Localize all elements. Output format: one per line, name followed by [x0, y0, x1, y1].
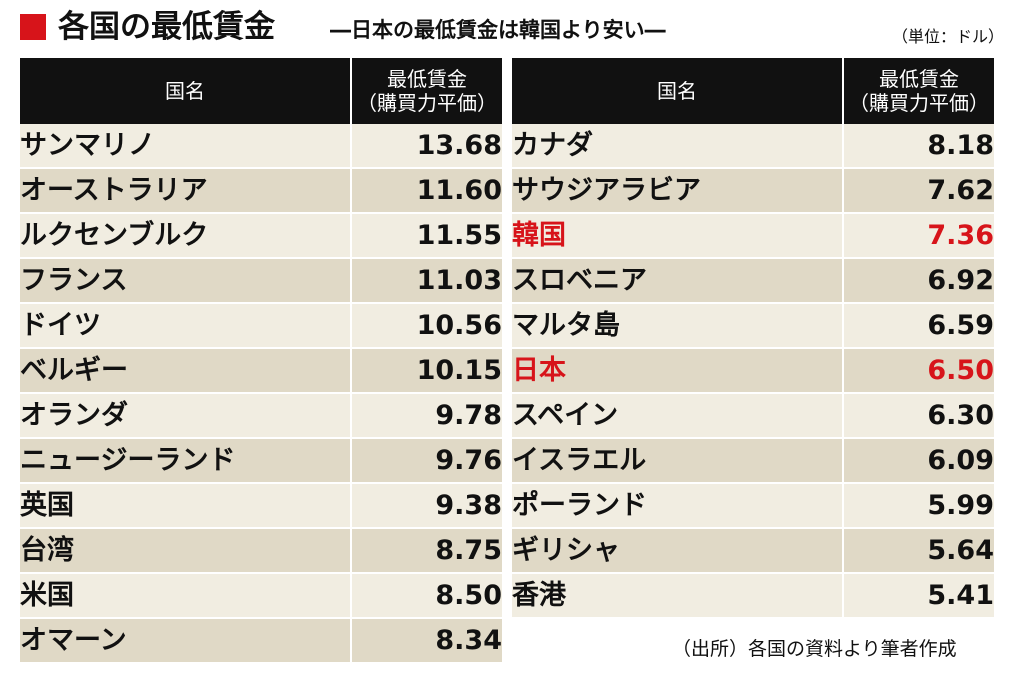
table-row: マルタ島 6.59	[512, 303, 994, 349]
wage-cell: 13.68	[351, 124, 502, 169]
country-cell: スペイン	[512, 393, 844, 439]
wage-cell: 5.64	[843, 528, 994, 574]
table-row: スロベニア 6.92	[512, 258, 994, 304]
wage-header-line1: 最低賃金	[387, 67, 467, 91]
country-cell: 韓国	[512, 213, 844, 259]
wage-cell: 8.50	[351, 573, 502, 619]
country-column-header: 国名	[20, 58, 352, 124]
wage-cell: 6.50	[843, 348, 994, 394]
table-row: オランダ 9.78	[20, 393, 502, 439]
wage-cell: 5.99	[843, 483, 994, 529]
title-bar: 各国の最低賃金 ―日本の最低賃金は韓国より安い―	[20, 6, 1004, 50]
wage-cell: 10.15	[351, 348, 502, 394]
wage-cell: 11.55	[351, 213, 502, 259]
country-cell: ポーランド	[512, 483, 844, 529]
table-row: ベルギー 10.15	[20, 348, 502, 394]
table-row: ドイツ 10.56	[20, 303, 502, 349]
country-cell: サンマリノ	[20, 124, 352, 169]
table-row: 香港 5.41	[512, 573, 994, 619]
table-row-highlight-korea: 韓国 7.36	[512, 213, 994, 259]
wage-cell: 8.34	[351, 618, 502, 664]
wage-cell: 8.75	[351, 528, 502, 574]
country-cell: スロベニア	[512, 258, 844, 304]
wage-column-header: 最低賃金 （購買力平価）	[843, 58, 994, 124]
country-cell: ギリシャ	[512, 528, 844, 574]
wage-cell: 7.36	[843, 213, 994, 259]
country-cell: オーストラリア	[20, 168, 352, 214]
wage-header-line2: （購買力平価）	[849, 91, 989, 115]
country-cell: ニュージーランド	[20, 438, 352, 484]
country-cell: オマーン	[20, 618, 352, 664]
country-cell: 日本	[512, 348, 844, 394]
wage-cell: 6.59	[843, 303, 994, 349]
table-row: スペイン 6.30	[512, 393, 994, 439]
table-row: サウジアラビア 7.62	[512, 168, 994, 214]
wage-header-line2: （購買力平価）	[357, 91, 497, 115]
source-note: （出所）各国の資料より筆者作成	[672, 638, 957, 660]
table-row: 英国 9.38	[20, 483, 502, 529]
wage-cell: 9.38	[351, 483, 502, 529]
page-title: 各国の最低賃金	[58, 9, 275, 45]
wage-cell: 7.62	[843, 168, 994, 214]
wage-cell: 6.09	[843, 438, 994, 484]
country-cell: 米国	[20, 573, 352, 619]
country-cell: ベルギー	[20, 348, 352, 394]
country-cell: フランス	[20, 258, 352, 304]
country-cell: 台湾	[20, 528, 352, 574]
wage-cell: 9.78	[351, 393, 502, 439]
table-row: オマーン 8.34	[20, 618, 502, 664]
wage-column-header: 最低賃金 （購買力平価）	[351, 58, 502, 124]
wage-cell: 11.03	[351, 258, 502, 304]
country-cell: ルクセンブルク	[20, 213, 352, 259]
country-cell: カナダ	[512, 124, 844, 169]
wage-cell: 6.30	[843, 393, 994, 439]
table-row: ポーランド 5.99	[512, 483, 994, 529]
wage-cell: 9.76	[351, 438, 502, 484]
table-row: ニュージーランド 9.76	[20, 438, 502, 484]
country-column-header: 国名	[512, 58, 844, 124]
wage-cell: 5.41	[843, 573, 994, 619]
wage-cell: 10.56	[351, 303, 502, 349]
wage-header-line1: 最低賃金	[879, 67, 959, 91]
table-row: カナダ 8.18	[512, 124, 994, 169]
table-row: 米国 8.50	[20, 573, 502, 619]
table-header-row: 国名 最低賃金 （購買力平価）	[512, 58, 994, 124]
table-row-highlight-japan: 日本 6.50	[512, 348, 994, 394]
table-row: オーストラリア 11.60	[20, 168, 502, 214]
country-cell: マルタ島	[512, 303, 844, 349]
country-cell: ドイツ	[20, 303, 352, 349]
page-subtitle: ―日本の最低賃金は韓国より安い―	[330, 18, 666, 42]
table-row: 台湾 8.75	[20, 528, 502, 574]
country-cell: サウジアラビア	[512, 168, 844, 214]
country-cell: 英国	[20, 483, 352, 529]
wage-cell: 6.92	[843, 258, 994, 304]
wage-table-left: 国名 最低賃金 （購買力平価） サンマリノ 13.68 オーストラリア 11.60 …	[20, 58, 502, 664]
table-row: ルクセンブルク 11.55	[20, 213, 502, 259]
wage-cell: 8.18	[843, 124, 994, 169]
unit-note: （単位：ドル）	[891, 27, 1004, 46]
table-row: フランス 11.03	[20, 258, 502, 304]
wage-table-right: 国名 最低賃金 （購買力平価） カナダ 8.18 サウジアラビア 7.62 韓国 7.…	[512, 58, 994, 619]
table-row: ギリシャ 5.64	[512, 528, 994, 574]
red-square-icon	[20, 14, 46, 40]
country-cell: イスラエル	[512, 438, 844, 484]
country-cell: 香港	[512, 573, 844, 619]
table-row: サンマリノ 13.68	[20, 124, 502, 169]
country-cell: オランダ	[20, 393, 352, 439]
wage-cell: 11.60	[351, 168, 502, 214]
table-header-row: 国名 最低賃金 （購買力平価）	[20, 58, 502, 124]
table-row: イスラエル 6.09	[512, 438, 994, 484]
